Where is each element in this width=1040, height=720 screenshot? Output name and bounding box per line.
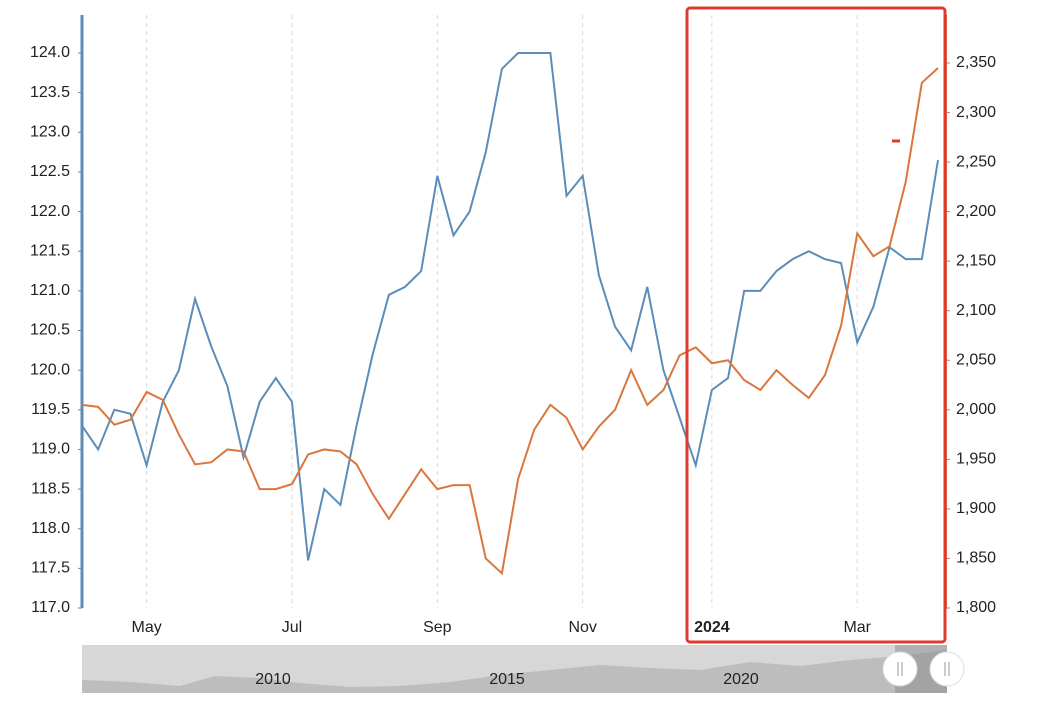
x-tick-label: Nov [568,619,596,636]
x-tick-label: 2024 [694,619,730,636]
navigator-area [82,650,947,693]
x-tick-label: Jul [282,619,302,636]
y2-tick-label: 2,150 [956,252,996,269]
y2-tick-label: 2,200 [956,203,996,220]
y-tick-label: 123.0 [30,124,70,141]
y2-tick-label: 2,350 [956,54,996,71]
navigator-handle[interactable] [882,651,918,687]
y-tick-label: 118.0 [31,520,70,537]
navigator-handle[interactable] [929,651,965,687]
y-tick-label: 124.0 [30,44,70,61]
x-tick-label: Sep [423,619,452,636]
y2-tick-label: 1,850 [956,550,996,567]
highlight-box [685,6,947,644]
y-tick-label: 122.5 [30,163,70,180]
x-tick-label: May [131,619,161,636]
y-tick-label: 119.5 [31,401,70,418]
y-tick-label: 119.0 [31,441,70,458]
y-tick-label: 123.5 [30,84,70,101]
y-tick-label: 117.0 [31,599,70,616]
y2-tick-label: 1,800 [956,599,996,616]
navigator-label: 2020 [723,671,759,688]
y-tick-label: 118.5 [31,480,70,497]
series-line [81,52,939,561]
y-tick-label: 120.5 [30,322,70,339]
y-tick-label: 120.0 [30,361,70,378]
y2-tick-label: 2,000 [956,401,996,418]
y2-tick-label: 2,300 [956,104,996,121]
y2-tick-label: 2,250 [956,153,996,170]
y2-tick-label: 1,900 [956,500,996,517]
navigator-label: 2015 [489,671,525,688]
y-tick-label: 121.0 [30,282,70,299]
y2-tick-label: 2,100 [956,302,996,319]
series-line [81,67,939,576]
y-tick-label: 122.0 [30,203,70,220]
navigator-label: 2010 [255,671,291,688]
y-tick-label: 117.5 [31,560,70,577]
y-tick-label: 121.5 [30,242,70,259]
x-tick-label: Mar [843,619,871,636]
y2-tick-label: 1,950 [956,451,996,468]
y2-tick-label: 2,050 [956,351,996,368]
